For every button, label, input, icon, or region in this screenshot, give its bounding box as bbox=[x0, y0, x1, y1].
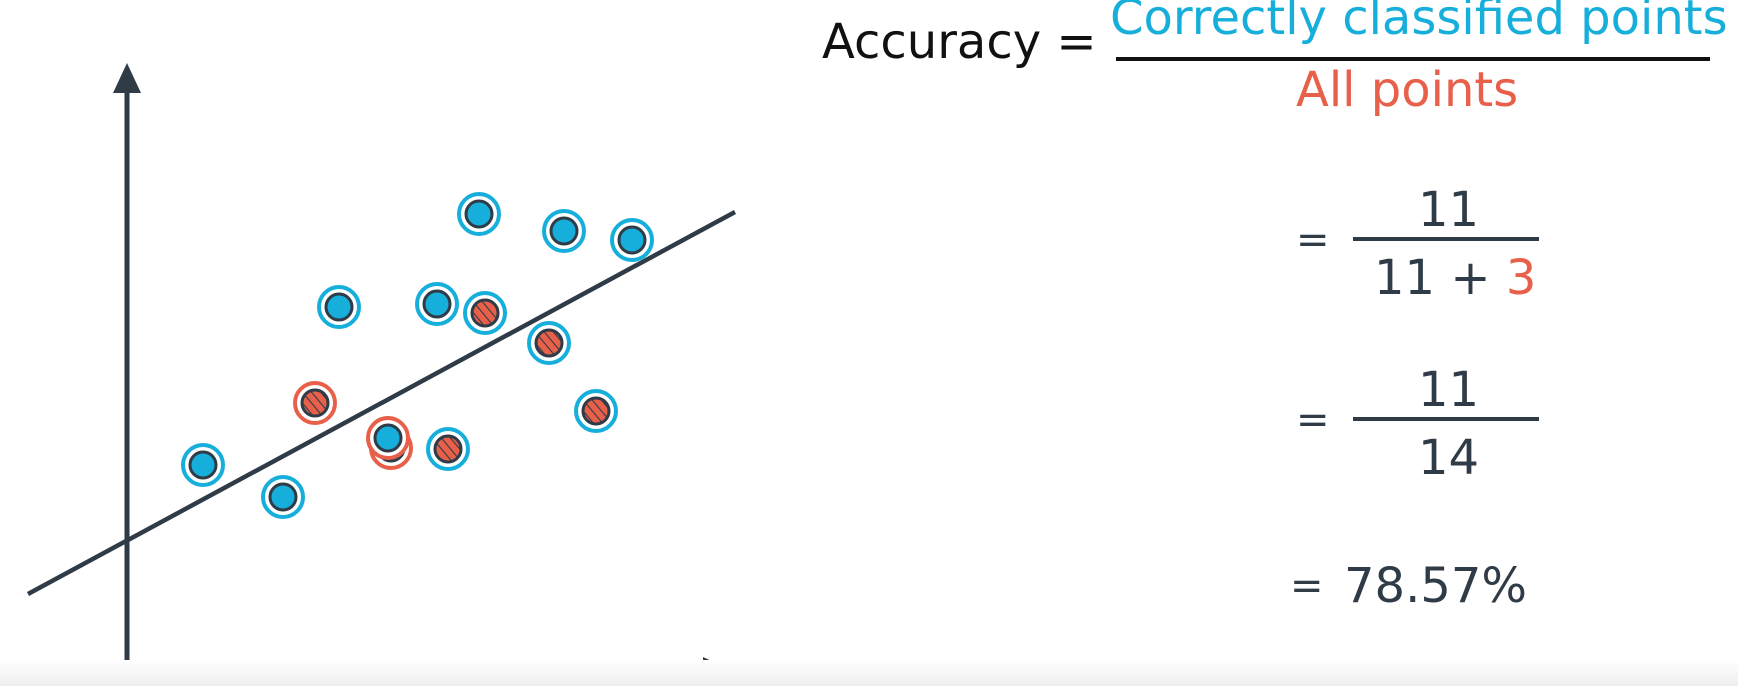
step1-denominator-prefix: 11 + bbox=[1374, 250, 1506, 306]
data-point-blue bbox=[261, 475, 305, 519]
data-point-red bbox=[293, 381, 337, 425]
data-point-blue bbox=[366, 416, 410, 460]
data-point-red bbox=[463, 291, 507, 335]
points-layer bbox=[181, 192, 654, 519]
y-axis-arrow bbox=[113, 63, 141, 93]
data-point-blue bbox=[415, 282, 459, 326]
data-point-red bbox=[426, 427, 470, 471]
accuracy-result: 78.57% bbox=[1344, 558, 1528, 614]
denominator-label: All points bbox=[1296, 62, 1519, 118]
data-point-blue bbox=[317, 285, 361, 329]
data-point-blue bbox=[181, 443, 225, 487]
fraction-bar bbox=[1353, 417, 1539, 421]
accuracy-label: Accuracy = bbox=[822, 14, 1097, 70]
fraction-bar bbox=[1353, 237, 1539, 241]
decision-boundary-line bbox=[26, 210, 737, 596]
data-point-blue bbox=[610, 218, 654, 262]
data-point-red bbox=[527, 321, 571, 365]
step2-numerator: 11 bbox=[1418, 362, 1480, 418]
numerator-label: Correctly classified points bbox=[1110, 0, 1728, 46]
step1-misclassified-count: 3 bbox=[1505, 250, 1537, 306]
step1-numerator: 11 bbox=[1418, 182, 1480, 238]
step2-denominator: 14 bbox=[1418, 430, 1480, 486]
data-point-blue bbox=[457, 192, 501, 236]
data-point-red bbox=[574, 389, 618, 433]
data-point-blue bbox=[542, 209, 586, 253]
equals-sign: = bbox=[1296, 217, 1330, 263]
equals-sign: = bbox=[1290, 563, 1324, 609]
bottom-fade bbox=[0, 660, 1738, 686]
step1-denominator: 11 + 3 bbox=[1374, 254, 1536, 302]
fraction-bar bbox=[1116, 57, 1710, 61]
equals-sign: = bbox=[1296, 397, 1330, 443]
classification-plot bbox=[26, 63, 737, 685]
